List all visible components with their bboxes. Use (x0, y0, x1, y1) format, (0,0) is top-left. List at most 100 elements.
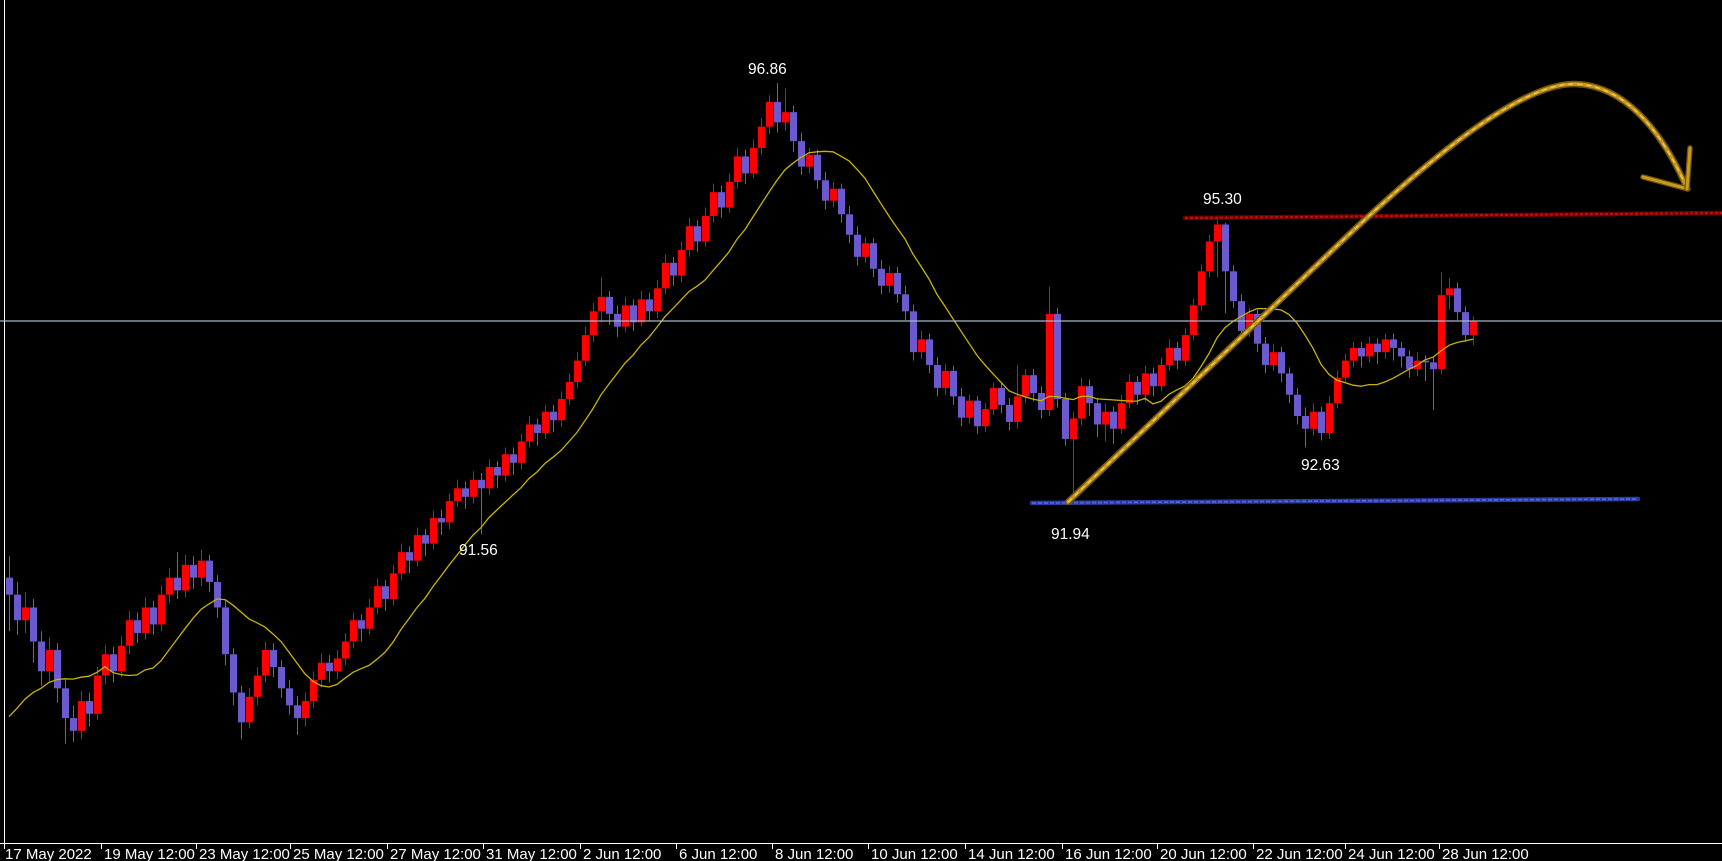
candle-body (598, 296, 605, 312)
candle-body (1246, 313, 1253, 331)
candle-body (878, 268, 885, 286)
candle-body (38, 641, 45, 672)
candle-body (1462, 312, 1469, 336)
candle-body (1102, 411, 1109, 425)
candle-body (1390, 339, 1397, 348)
candle-body (918, 339, 925, 353)
support-trendline-texture (1031, 498, 1639, 504)
candle-body (70, 718, 77, 731)
candle-body (238, 692, 245, 723)
x-axis-label: 28 Jun 12:00 (1442, 846, 1529, 861)
candle-body (174, 577, 181, 591)
candle-body (134, 620, 141, 633)
candle-body (694, 226, 701, 242)
candle-body (942, 370, 949, 388)
candle-body (1398, 347, 1405, 357)
candle-body (590, 311, 597, 336)
candle-body (974, 400, 981, 427)
x-axis-label: 2 Jun 12:00 (583, 846, 661, 861)
candle-body (366, 607, 373, 629)
candle-body (1054, 313, 1061, 399)
candle-body (510, 454, 517, 463)
candle-body (30, 607, 37, 642)
candle-body (862, 243, 869, 257)
candle-body (1150, 373, 1157, 387)
candle-body (318, 662, 325, 680)
candle-body (774, 101, 781, 123)
candle-body (638, 299, 645, 323)
candle-body (486, 467, 493, 489)
candle-body (910, 311, 917, 353)
candle-body (1190, 305, 1197, 336)
candle-body (542, 411, 549, 434)
candle-body (1182, 335, 1189, 361)
candle-body (1454, 288, 1461, 313)
candle-body (326, 662, 333, 672)
candle-body (990, 387, 997, 410)
candle-body (982, 409, 989, 427)
candle-body (846, 214, 853, 235)
candle-body (750, 147, 757, 174)
price-annotation-label: 91.94 (1051, 526, 1090, 543)
candle-body (342, 641, 349, 659)
candle-body (278, 667, 285, 689)
candle-body (1070, 418, 1077, 439)
candle-body (334, 658, 341, 672)
candle-body (110, 654, 117, 672)
candle-body (1086, 386, 1093, 404)
candle-body (950, 370, 957, 397)
candle-body (1286, 373, 1293, 395)
x-axis-label: 25 May 12:00 (293, 846, 384, 861)
candle-body (814, 154, 821, 181)
candle-body (1254, 313, 1261, 344)
resistance-trendline-texture (1184, 212, 1722, 219)
candle-body (166, 577, 173, 595)
candle-body (678, 250, 685, 276)
candle-body (1422, 360, 1429, 363)
candle-body (1430, 362, 1437, 370)
candle-body (902, 294, 909, 312)
candle-body (1262, 343, 1269, 365)
candle-body (734, 156, 741, 182)
x-axis-label: 16 Jun 12:00 (1065, 846, 1152, 861)
candle-body (254, 675, 261, 697)
candle-body (1318, 411, 1325, 434)
candle-body (1166, 347, 1173, 365)
candle-body (22, 607, 29, 621)
candle-body (118, 645, 125, 672)
candle-body (158, 594, 165, 625)
candle-body (830, 188, 837, 201)
candle-body (406, 552, 413, 561)
candle-body (142, 607, 149, 633)
candle-body (534, 424, 541, 434)
candle-body (222, 607, 229, 655)
candle-body (358, 620, 365, 629)
candle-body (430, 518, 437, 544)
candle-body (454, 488, 461, 502)
candle-body (302, 701, 309, 719)
candle-body (1470, 320, 1477, 336)
candle-body (470, 479, 477, 497)
x-axis-label: 27 May 12:00 (390, 846, 481, 861)
candle-body (1358, 347, 1365, 357)
x-axis-label: 8 Jun 12:00 (775, 846, 853, 861)
x-axis-label: 14 Jun 12:00 (968, 846, 1055, 861)
candle-body (1022, 375, 1029, 397)
candle-body (182, 564, 189, 591)
candle-body (502, 454, 509, 476)
candle-body (1302, 415, 1309, 429)
candle-body (1230, 271, 1237, 302)
candle-body (1198, 271, 1205, 306)
x-axis-label: 19 May 12:00 (104, 846, 195, 861)
candle-body (726, 181, 733, 208)
candle-body (1374, 343, 1381, 353)
price-annotation-label: 92.63 (1301, 457, 1340, 474)
candle-body (214, 581, 221, 608)
candle-body (1014, 396, 1021, 422)
x-axis-label: 20 Jun 12:00 (1160, 846, 1247, 861)
x-axis-label: 6 Jun 12:00 (679, 846, 757, 861)
candle-body (1366, 343, 1373, 357)
candle-body (494, 467, 501, 476)
candle-body (1038, 393, 1045, 411)
